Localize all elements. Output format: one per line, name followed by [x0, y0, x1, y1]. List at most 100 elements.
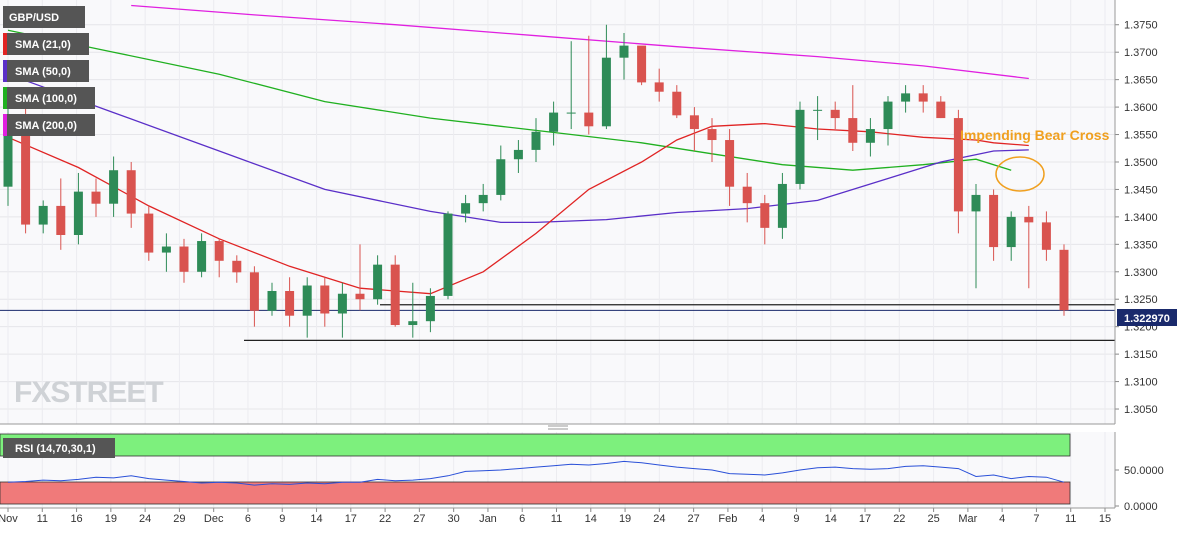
candle-bullish: [3, 127, 13, 187]
candle-bearish: [355, 293, 365, 300]
sma-50-line: [7, 73, 1029, 224]
candle-bullish: [777, 183, 787, 228]
candle-bearish: [285, 290, 295, 316]
candle-bearish: [953, 118, 963, 212]
time-tick-label: 11: [37, 513, 48, 525]
time-tick-label: 6: [519, 513, 525, 525]
candle-bullish: [461, 203, 471, 214]
time-tick-label: 27: [688, 513, 700, 525]
time-tick-label: 14: [585, 513, 597, 525]
rsi-text: RSI (14,70,30,1): [15, 443, 96, 455]
candle-bearish: [989, 194, 999, 248]
time-tick-label: Mar: [958, 513, 977, 525]
candlesticks: [3, 24, 1069, 338]
candle-bearish: [760, 203, 770, 228]
candle-bearish: [232, 260, 242, 273]
time-tick-label: 6: [245, 513, 251, 525]
candle-bullish: [408, 321, 418, 326]
candle-bearish: [249, 272, 259, 311]
sma-100-text: SMA (100,0): [15, 93, 77, 105]
rsi-oversold-zone: [0, 481, 1071, 505]
time-tick-label: 11: [1065, 513, 1076, 525]
sma-50-text: SMA (50,0): [15, 66, 71, 78]
candle-bullish: [337, 293, 347, 314]
instrument-label[interactable]: GBP/USD: [3, 6, 85, 28]
bear-cross-circle: [995, 156, 1045, 192]
grid: [0, 0, 1115, 508]
candle-bullish: [901, 93, 911, 102]
sma-21-label[interactable]: SMA (21,0): [3, 33, 89, 55]
time-tick-label: 30: [448, 513, 460, 525]
time-tick-label: 15: [1099, 513, 1111, 525]
candle-bullish: [513, 149, 523, 160]
pane-resize-handle[interactable]: [548, 425, 568, 430]
time-tick-label: 4: [999, 513, 1005, 525]
time-tick-label: 24: [139, 513, 151, 525]
candle-bullish: [373, 264, 383, 300]
rsi-panel: 50.0000 0.0000: [0, 433, 1164, 513]
time-tick-label: 7: [1033, 513, 1039, 525]
candle-bullish: [1006, 216, 1016, 248]
candle-bearish: [56, 205, 66, 235]
time-tick-label: 22: [893, 513, 905, 525]
price-tick-label: 1.3750: [1124, 20, 1158, 32]
candle-bearish: [689, 115, 699, 130]
candle-bullish: [302, 285, 312, 316]
time-tick-label: 9: [793, 513, 799, 525]
candle-bullish: [496, 159, 506, 195]
candle-bearish: [848, 118, 858, 143]
candle-bearish: [584, 112, 594, 127]
candle-bearish: [214, 241, 224, 261]
candle-bearish: [21, 127, 31, 225]
sma-50-label[interactable]: SMA (50,0): [3, 60, 89, 82]
price-tick-label: 1.3050: [1124, 404, 1158, 416]
price-tick-label: 1.3700: [1124, 47, 1158, 59]
price-tick-label: 1.3100: [1124, 377, 1158, 389]
time-tick-label: 11: [551, 513, 562, 525]
time-tick-label: 27: [413, 513, 425, 525]
time-tick-label: Nov: [0, 513, 18, 525]
price-tick-label: 1.3500: [1124, 157, 1158, 169]
time-tick-label: 25: [927, 513, 939, 525]
time-tick-label: 16: [70, 513, 82, 525]
time-tick-label: 14: [825, 513, 837, 525]
candle-bullish: [865, 129, 875, 143]
sma-100-label[interactable]: SMA (100,0): [3, 87, 95, 109]
rsi-overbought-zone: [0, 433, 1071, 457]
candle-bearish: [936, 101, 946, 119]
time-tick-label: Dec: [204, 513, 224, 525]
last-price-value: 1.322970: [1124, 313, 1170, 325]
candle-bullish: [566, 112, 576, 114]
time-tick-label: Feb: [718, 513, 737, 525]
time-tick-label: 29: [173, 513, 185, 525]
price-tick-label: 1.3300: [1124, 267, 1158, 279]
candle-bearish: [1059, 249, 1069, 311]
candle-bearish: [830, 109, 840, 119]
rsi-label[interactable]: RSI (14,70,30,1): [3, 438, 115, 458]
price-plot-area[interactable]: [0, 0, 1115, 424]
price-tick-label: 1.3650: [1124, 75, 1158, 87]
candle-bearish: [637, 45, 647, 83]
candle-bullish: [425, 295, 435, 322]
time-tick-label: 4: [759, 513, 765, 525]
candle-bearish: [725, 140, 735, 187]
bear-cross-annotation: Impending Bear Cross: [960, 127, 1110, 143]
candle-bullish: [73, 191, 83, 235]
rsi-line: [7, 460, 1065, 486]
candle-bearish: [707, 129, 717, 141]
instrument-name: GBP/USD: [9, 12, 59, 24]
price-tick-label: 1.3350: [1124, 239, 1158, 251]
last-price-tag: 1.322970: [1117, 309, 1177, 326]
sma-200-label[interactable]: SMA (200,0): [3, 114, 95, 136]
candle-bearish: [126, 170, 136, 214]
candle-bearish: [918, 93, 928, 102]
candle-bearish: [1024, 216, 1034, 223]
fxstreet-watermark: FXSTREET: [14, 376, 163, 409]
rsi-tick-label: 0.0000: [1124, 501, 1158, 513]
time-tick-label: 19: [619, 513, 631, 525]
time-tick-label: 14: [310, 513, 322, 525]
candle-bullish: [549, 112, 559, 132]
sma-21-line: [7, 122, 1029, 295]
